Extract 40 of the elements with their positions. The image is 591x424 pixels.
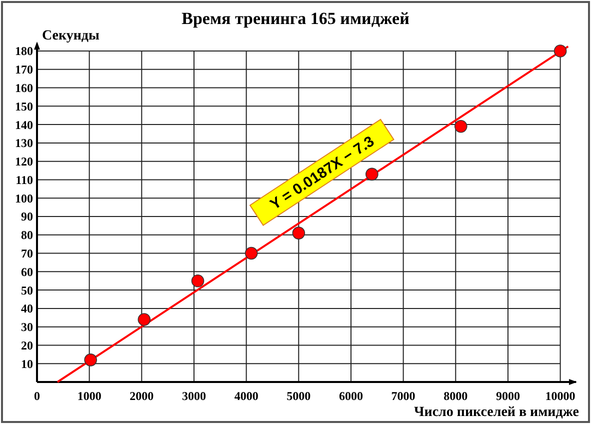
x-tick-label: 6000: [338, 389, 363, 403]
y-tick-label: 150: [15, 99, 33, 114]
y-axis-title: Секунды: [42, 28, 100, 44]
x-axis-title: Число пикселей в имидже: [414, 405, 579, 420]
y-tick-label: 60: [21, 264, 33, 279]
x-tick-label: 9000: [496, 389, 520, 403]
point: [84, 354, 97, 366]
x-tick-label: 3000: [182, 389, 206, 403]
x-tick-label: 8000: [444, 389, 468, 403]
x-tick-label: 0: [34, 389, 40, 403]
y-tick-label: 70: [21, 246, 33, 260]
x-tick-label: 2000: [130, 389, 154, 403]
x-tick-label: 5000: [286, 389, 311, 403]
x-tick-label: 7000: [391, 389, 416, 403]
point: [191, 274, 204, 288]
x-tick-label: 1000: [77, 389, 102, 403]
y-tick-label: 140: [15, 118, 33, 132]
y-tick-label: 20: [21, 338, 33, 352]
point: [454, 120, 468, 133]
y-tick-label: 180: [15, 44, 33, 58]
y-tick-label: 130: [15, 136, 33, 150]
y-tick-label: 90: [21, 210, 33, 224]
chart-title: Время тренинга 165 имиджей: [182, 9, 410, 28]
y-tick-label: 100: [15, 191, 33, 206]
y-tick-label: 80: [21, 228, 33, 242]
y-tick-label: 30: [21, 320, 33, 334]
y-tick-label: 50: [21, 283, 33, 298]
point: [292, 226, 306, 240]
y-tick-label: 40: [21, 302, 33, 316]
point: [366, 168, 378, 181]
y-tick-label: 110: [16, 172, 33, 187]
x-tick-label: 4000: [234, 389, 258, 403]
point: [244, 246, 258, 260]
point: [554, 44, 567, 58]
y-tick-label: 120: [15, 154, 33, 169]
x-tick-label: 10000: [545, 389, 576, 403]
point: [138, 313, 151, 326]
y-tick-label: 10: [21, 356, 33, 371]
y-tick-label: 160: [15, 80, 33, 95]
y-tick-label: 170: [15, 62, 33, 77]
